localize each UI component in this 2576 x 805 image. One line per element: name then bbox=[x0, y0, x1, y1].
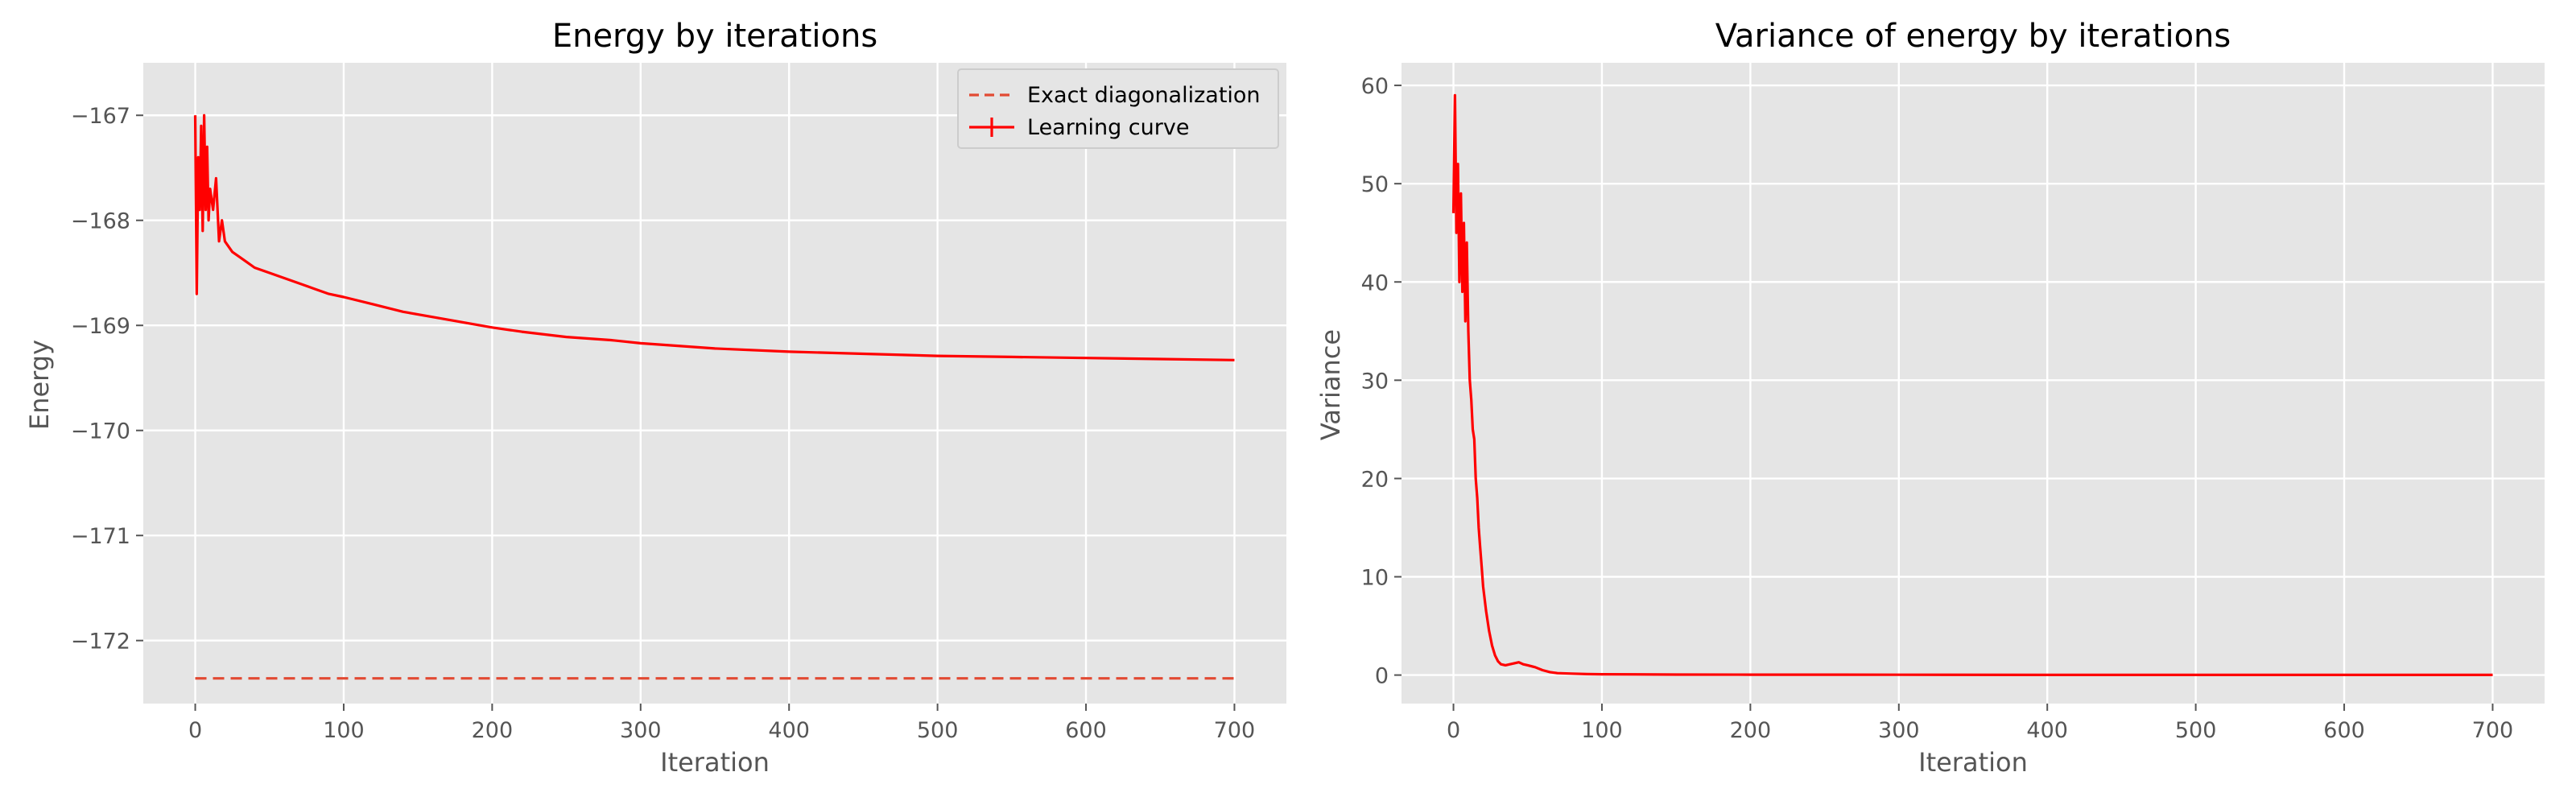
energy-y-tick-label: −169 bbox=[71, 314, 130, 339]
energy-x-tick-label: 400 bbox=[768, 718, 810, 743]
energy-y-tick-label: −170 bbox=[71, 419, 130, 444]
variance-x-tick-label: 200 bbox=[1730, 718, 1772, 743]
energy-x-tick-label: 500 bbox=[917, 718, 959, 743]
variance-x-tick-label: 600 bbox=[2323, 718, 2365, 743]
energy-series-line-learning-curve bbox=[193, 114, 1235, 361]
energy-chart-panel: 0 100 200 300 400 500 600 700 −172 −171 −170 −169 −1… bbox=[24, 18, 1286, 778]
variance-plot-background bbox=[1402, 63, 2545, 704]
energy-x-tick-label: 600 bbox=[1065, 718, 1107, 743]
variance-y-axis-label: Variance bbox=[1315, 329, 1346, 440]
variance-y-tick-label: 0 bbox=[1375, 664, 1389, 689]
energy-y-axis-label: Energy bbox=[24, 340, 55, 430]
energy-y-tick-label: −172 bbox=[71, 630, 130, 654]
energy-legend-label: Exact diagonalization bbox=[1027, 83, 1261, 108]
energy-x-tick-label: 100 bbox=[323, 718, 365, 743]
variance-plot-area: 0 100 200 300 400 500 600 700 0 10 20 30 40 50 60 bbox=[1361, 63, 2545, 743]
variance-chart-panel: 0 100 200 300 400 500 600 700 0 10 20 30 40 50 60 Vari… bbox=[1315, 18, 2545, 778]
variance-y-tick-label: 20 bbox=[1361, 467, 1389, 492]
variance-x-tick-label: 700 bbox=[2472, 718, 2514, 743]
variance-y-tick-label: 40 bbox=[1361, 270, 1389, 295]
energy-x-tick-label: 700 bbox=[1214, 718, 1256, 743]
variance-x-tick-label: 500 bbox=[2175, 718, 2217, 743]
variance-y-tick-label: 10 bbox=[1361, 566, 1389, 591]
variance-x-tick-label: 400 bbox=[2026, 718, 2068, 743]
energy-x-axis-label: Iteration bbox=[660, 747, 770, 778]
energy-plot-background bbox=[143, 63, 1286, 704]
energy-legend-label: Learning curve bbox=[1027, 115, 1189, 140]
variance-y-tick-label: 50 bbox=[1361, 172, 1389, 197]
energy-x-tick-label: 200 bbox=[472, 718, 514, 743]
variance-y-tick-label: 30 bbox=[1361, 369, 1389, 394]
variance-x-axis-label: Iteration bbox=[1918, 747, 2028, 778]
variance-x-tick-label: 0 bbox=[1447, 718, 1460, 743]
energy-legend-box bbox=[957, 68, 1279, 149]
variance-y-tick-label: 60 bbox=[1361, 74, 1389, 99]
energy-y-tick-label: −171 bbox=[71, 524, 130, 549]
variance-x-tick-label: 300 bbox=[1878, 718, 1920, 743]
variance-chart-title: Variance of energy by iterations bbox=[1715, 18, 2231, 55]
energy-y-tick-label: −167 bbox=[71, 104, 130, 129]
energy-chart-title: Energy by iterations bbox=[552, 18, 877, 55]
energy-y-tick-label: −168 bbox=[71, 209, 130, 234]
energy-x-tick-label: 300 bbox=[620, 718, 662, 743]
energy-legend: Exact diagonalization Learning curve bbox=[957, 68, 1279, 149]
variance-series-line-0 bbox=[1451, 93, 2493, 677]
variance-x-tick-label: 100 bbox=[1581, 718, 1623, 743]
energy-x-tick-label: 0 bbox=[188, 718, 202, 743]
energy-plot-area: 0 100 200 300 400 500 600 700 −172 −171 −170 −169 −1… bbox=[71, 63, 1286, 743]
